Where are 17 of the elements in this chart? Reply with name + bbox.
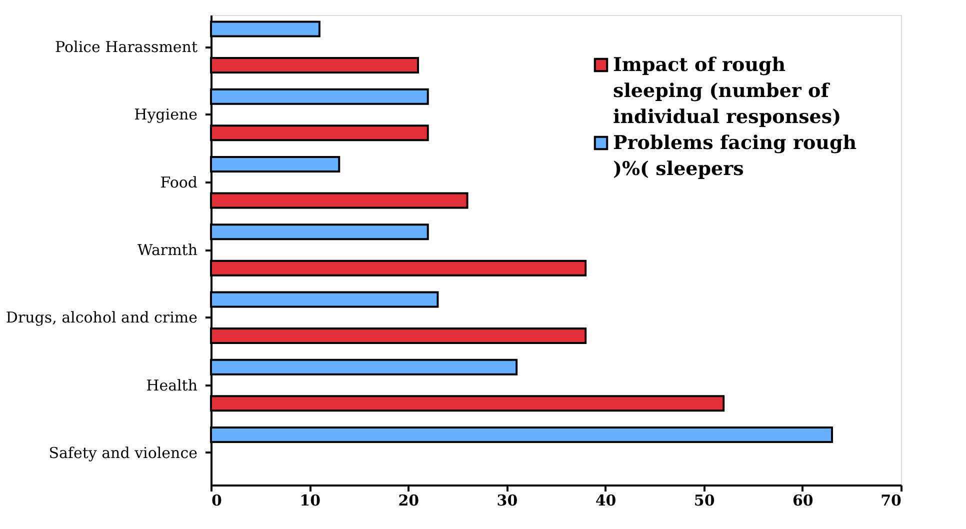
y-tick-label: Food [160,173,198,192]
y-tick-label: Health [146,376,198,394]
x-tick-label: 10 [300,492,321,510]
y-tick-label: Warmth [137,241,198,259]
legend-label: Impact of rough sleeping (number of individual responses) [613,54,842,128]
y-tick-label: Drugs, alcohol and crime [6,308,198,327]
x-tick-label: 30 [496,492,518,510]
x-tick-label: 0 [212,492,222,510]
x-tick-label: 70 [880,492,902,510]
y-tick-label: Hygiene [134,106,198,124]
x-tick-label: 40 [595,492,616,510]
y-tick-label: Police Harassment [55,38,198,56]
x-tick-label: 60 [792,492,814,510]
x-tick-label: 50 [694,492,715,510]
x-tick-label: 20 [398,492,420,510]
legend-label: Problems facing rough )%( sleepers [613,132,857,180]
y-tick-label: Safety and violence [48,444,198,462]
